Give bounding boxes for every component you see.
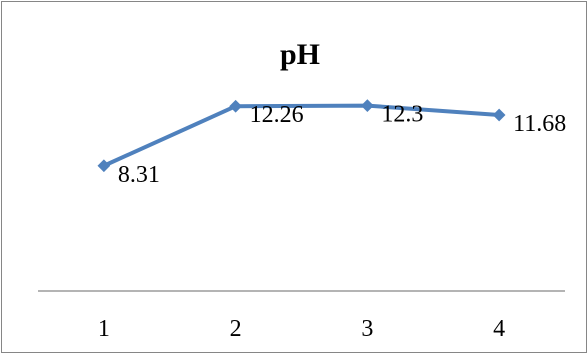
- data-point-marker: [229, 99, 242, 113]
- data-point-marker: [492, 108, 506, 122]
- data-point-marker: [97, 159, 111, 173]
- x-tick-labels: 1 2 3 4: [98, 316, 505, 342]
- data-label: 12.26: [250, 102, 304, 128]
- data-markers: [97, 99, 506, 173]
- data-label: 11.68: [513, 111, 566, 137]
- chart-title: pH: [280, 38, 320, 71]
- x-tick-label: 2: [230, 316, 242, 342]
- series-line: [103, 103, 500, 168]
- data-label: 12.3: [381, 102, 423, 128]
- x-tick-label: 3: [361, 316, 373, 342]
- x-tick-label: 4: [493, 316, 505, 342]
- data-point-marker: [361, 99, 374, 112]
- data-labels: 8.31 12.26 12.3 11.68: [118, 102, 566, 188]
- data-label: 8.31: [118, 162, 160, 188]
- x-tick-label: 1: [98, 316, 110, 342]
